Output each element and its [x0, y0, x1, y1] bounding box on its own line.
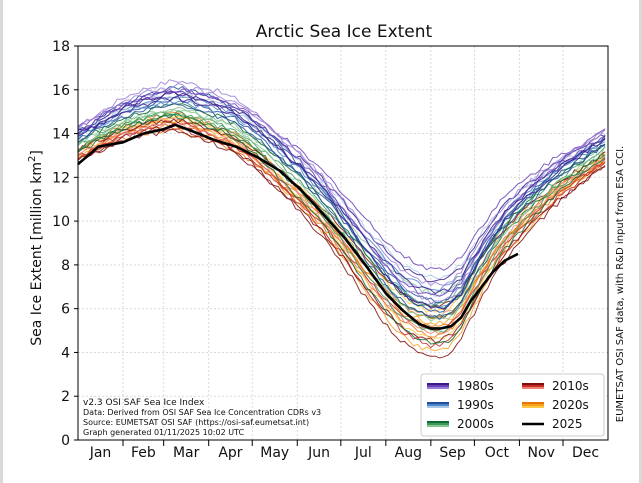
info-line-4: Graph generated 01/11/2025 10:02 UTC [83, 428, 244, 437]
legend-label: 1980s [457, 379, 494, 393]
y-axis-title-main: Sea Ice Extent [million km [29, 162, 45, 346]
legend-label: 1990s [457, 398, 494, 412]
side-note: EUMETSAT OSI SAF data, with R&D input fr… [615, 146, 626, 422]
series-line-2000s [77, 110, 606, 333]
y-tick-label: 4 [61, 345, 70, 361]
info-line-2: Data: Derived from OSI SAF Sea Ice Conce… [83, 408, 321, 417]
x-tick-label: Aug [395, 445, 422, 461]
y-tick-label: 8 [61, 258, 70, 274]
series-line-2010s [77, 124, 606, 331]
y-axis-title-sup: 2 [27, 156, 38, 162]
y-tick-label: 2 [61, 389, 70, 405]
series-line-1980s [77, 88, 606, 297]
y-tick-label: 14 [52, 127, 70, 143]
series-line-1990s [77, 102, 606, 304]
series-line-2000s [77, 106, 606, 322]
series-line-1980s [77, 83, 606, 287]
x-tick-label: Mar [173, 445, 200, 461]
series-line-2020s [77, 119, 606, 352]
series-line-2000s [77, 113, 606, 345]
plot-border [77, 45, 609, 441]
x-tick-label: Dec [572, 445, 599, 461]
y-axis-title-end: ] [29, 150, 45, 155]
series-line-1980s [77, 96, 606, 295]
x-tick-label: Apr [218, 445, 242, 461]
series-line-1990s [77, 97, 606, 320]
y-tick-label: 10 [52, 214, 70, 230]
y-tick-label: 6 [61, 302, 70, 318]
series-line-1990s [77, 95, 606, 280]
info-line-1: v2.3 OSI SAF Sea Ice Index [83, 398, 205, 408]
y-tick-label: 12 [52, 170, 70, 186]
legend-label: 2000s [457, 417, 494, 431]
legend: 1980s 1990s 2000s 2010s 2020s 2025 [420, 373, 605, 437]
legend-box [420, 373, 605, 437]
series-line-1980s [77, 91, 606, 310]
series-lines [77, 79, 606, 359]
series-line-2010s [77, 128, 606, 344]
y-axis-title: Sea Ice Extent [million km2] [27, 150, 45, 346]
x-tick-label: Sep [439, 445, 466, 461]
y-axis-ticks: 0 2 4 6 8 10 12 14 16 18 [52, 39, 78, 449]
info-line-3: Source: EUMETSAT OSI SAF (https://osi-sa… [83, 418, 309, 427]
x-tick-label: Oct [485, 445, 510, 461]
series-line-2025 [77, 123, 519, 330]
x-tick-label: Nov [528, 445, 555, 461]
series-line-1990s [77, 85, 606, 313]
series-2025-line [77, 123, 519, 330]
x-tick-label: Jun [307, 445, 330, 461]
legend-label: 2020s [552, 398, 589, 412]
series-line-2000s [77, 108, 606, 296]
series-line-2010s [77, 118, 606, 307]
x-tick-label: Jul [354, 445, 372, 461]
chart-title: Arctic Sea Ice Extent [256, 22, 433, 42]
x-axis-months: Jan Feb Mar Apr May Jun Jul Aug Sep Oct Nov Dec [89, 440, 599, 461]
y-tick-label: 0 [61, 433, 70, 449]
legend-label: 2010s [552, 379, 589, 393]
x-tick-label: Jan [89, 445, 112, 461]
y-tick-label: 16 [52, 83, 70, 99]
series-line-2010s [77, 123, 606, 359]
series-line-2020s [77, 115, 606, 342]
legend-label: 2025 [552, 417, 583, 431]
info-box: v2.3 OSI SAF Sea Ice Index Data: Derived… [83, 398, 321, 437]
x-tick-label: Feb [131, 445, 156, 461]
x-tick-label: May [260, 445, 289, 461]
chart-svg: Arctic Sea Ice Extent Sea Ice Extent [mi… [27, 22, 626, 461]
y-tick-label: 18 [52, 39, 70, 55]
legend-items: 1980s 1990s 2000s 2010s 2020s 2025 [427, 379, 589, 431]
